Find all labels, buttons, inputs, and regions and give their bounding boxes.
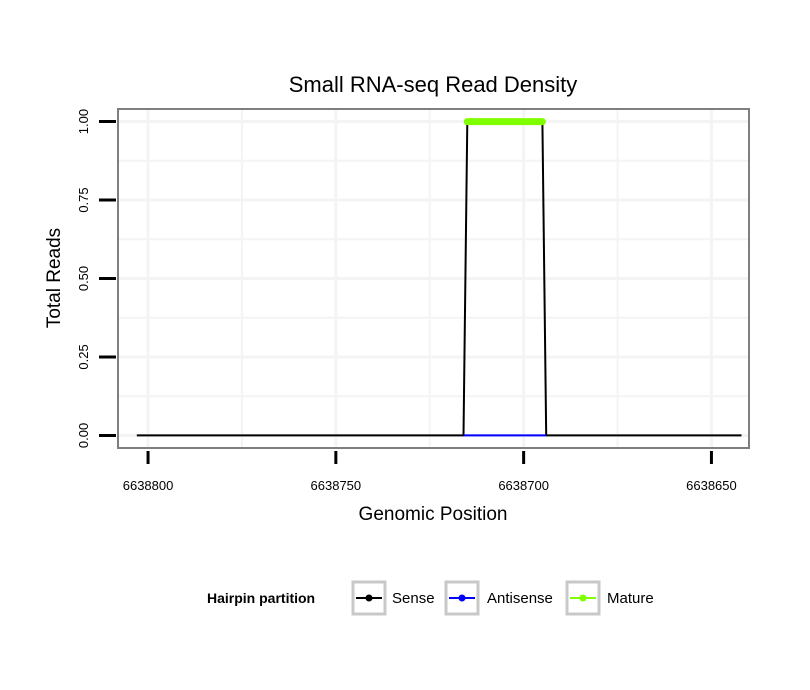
- legend-key-point-antisense: [458, 594, 466, 602]
- legend-label-antisense: Antisense: [487, 590, 553, 607]
- y-tick-label: 0.00: [76, 423, 91, 448]
- series-layer: [136, 118, 742, 437]
- y-axis-title: Total Reads: [44, 228, 65, 328]
- plot-area: [117, 108, 750, 449]
- legend-label-mature: Mature: [607, 590, 654, 607]
- y-tick-label: 0.25: [76, 344, 91, 369]
- x-tick-label: 6638700: [498, 478, 549, 493]
- y-tick-label: 0.75: [76, 187, 91, 212]
- legend-key-point-mature: [579, 594, 587, 602]
- y-tick-label: 1.00: [76, 109, 91, 134]
- grid-lines: [118, 109, 749, 448]
- x-axis: 6638800 6638750 6638700 6638650: [123, 451, 737, 493]
- y-tick-label: 0.50: [76, 266, 91, 291]
- y-axis: 0.00 0.25 0.50 0.75 1.00: [76, 109, 116, 448]
- x-tick-label: 6638800: [123, 478, 174, 493]
- legend-key-point-sense: [365, 594, 373, 602]
- x-tick-label: 6638750: [311, 478, 362, 493]
- x-axis-title: Genomic Position: [359, 504, 508, 525]
- chart-title: Small RNA-seq Read Density: [289, 72, 578, 97]
- legend-items: Sense Antisense Mature: [351, 580, 654, 616]
- legend: Hairpin partition Sense Antisense Mature: [207, 580, 654, 616]
- legend-label-sense: Sense: [392, 590, 435, 607]
- legend-title: Hairpin partition: [207, 590, 315, 606]
- plot-panel-border: [117, 108, 750, 449]
- x-tick-label: 6638650: [686, 478, 737, 493]
